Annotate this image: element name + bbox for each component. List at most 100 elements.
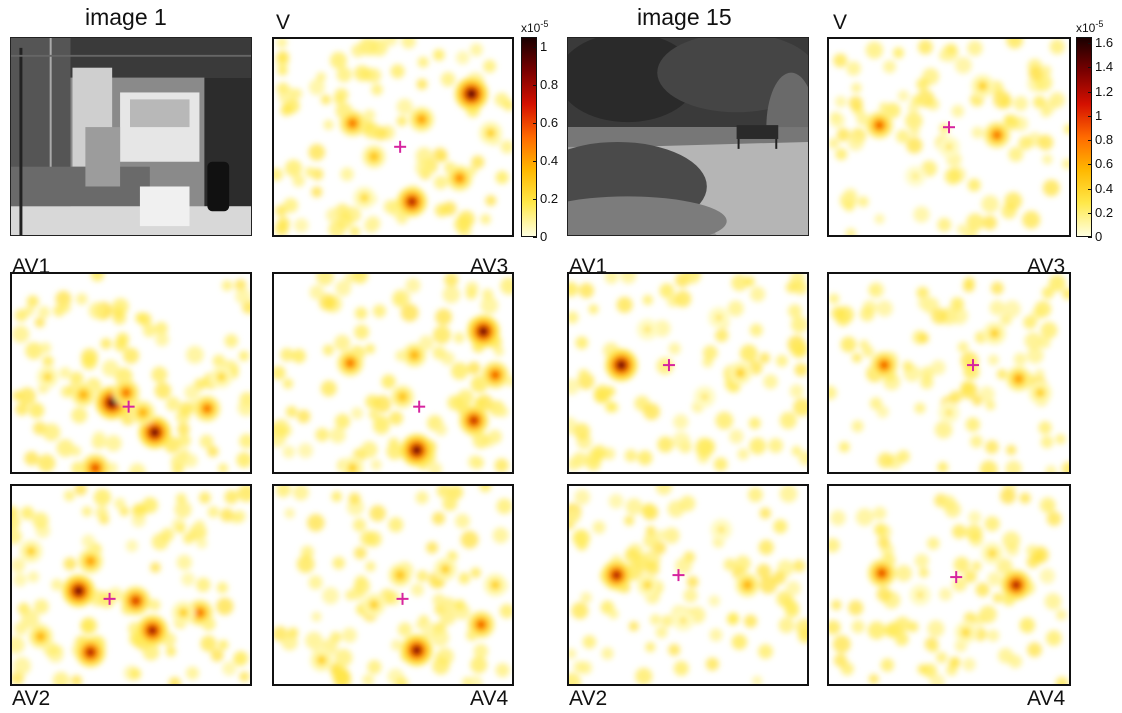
- density-blob: [447, 395, 463, 411]
- density-peak: [349, 120, 356, 126]
- density-blob: [396, 98, 413, 115]
- heatmap-svg: [12, 486, 250, 684]
- density-blob: [280, 348, 294, 362]
- density-blob: [276, 425, 288, 438]
- density-blob: [592, 520, 606, 534]
- density-blob: [500, 140, 512, 154]
- density-blob: [277, 65, 288, 76]
- density-blob: [967, 40, 983, 56]
- density-blob: [432, 346, 446, 360]
- density-blob: [224, 490, 239, 504]
- density-blob: [978, 386, 995, 403]
- density-blob: [643, 532, 659, 549]
- image15-title: image 15: [637, 4, 732, 30]
- density-blob: [436, 486, 451, 498]
- density-blob: [1042, 154, 1053, 165]
- density-blob: [368, 409, 379, 420]
- density-blob: [276, 50, 290, 64]
- density-blob: [579, 661, 592, 675]
- density-blob: [950, 307, 968, 325]
- density-blob: [876, 405, 889, 418]
- density-blob: [112, 298, 129, 315]
- density-blob: [27, 571, 40, 583]
- density-blob: [965, 417, 980, 432]
- density-blob: [569, 281, 579, 297]
- density-peak: [319, 657, 324, 663]
- density-blob: [467, 361, 481, 375]
- density-blob: [763, 374, 778, 389]
- density-blob: [731, 634, 748, 650]
- density-blob: [789, 384, 804, 399]
- colorbar-tick-label: 0: [1095, 229, 1103, 244]
- density-blob: [415, 619, 426, 630]
- density-blob: [748, 417, 761, 430]
- density-blob: [456, 50, 470, 65]
- density-blob: [177, 433, 191, 447]
- density-peak: [745, 582, 750, 588]
- density-blob: [569, 378, 580, 395]
- density-blob: [616, 296, 633, 313]
- density-peak: [197, 610, 203, 616]
- colorbar-tick-label: 1.4: [1095, 59, 1114, 75]
- density-blob: [911, 95, 923, 107]
- density-blob: [883, 60, 897, 74]
- density-blob: [442, 597, 456, 612]
- density-blob: [315, 427, 330, 442]
- density-peak: [994, 132, 1000, 138]
- density-blob: [129, 463, 146, 472]
- density-blob: [329, 662, 340, 674]
- density-blob: [749, 323, 763, 337]
- density-blob: [367, 660, 382, 675]
- density-blob: [81, 506, 93, 517]
- density-blob: [964, 570, 977, 583]
- density-blob: [930, 360, 946, 376]
- density-peak: [645, 582, 650, 588]
- density-blob: [642, 294, 653, 306]
- density-blob: [874, 213, 885, 225]
- density-blob: [500, 277, 512, 295]
- density-blob: [216, 597, 234, 616]
- density-blob: [354, 307, 368, 320]
- density-blob: [949, 656, 961, 668]
- density-blob: [483, 59, 497, 73]
- density-blob: [608, 493, 624, 509]
- density-blob: [950, 297, 964, 311]
- density-blob: [239, 433, 250, 449]
- density-blob: [895, 565, 913, 582]
- density-blob: [913, 206, 930, 223]
- density-blob: [426, 541, 439, 554]
- density-blob: [388, 437, 400, 449]
- density-blob: [285, 406, 298, 418]
- density-blob: [1019, 617, 1036, 634]
- image15-colorbar: [1076, 37, 1092, 237]
- density-peak: [488, 130, 493, 136]
- density-blob: [354, 65, 370, 82]
- density-blob: [1013, 352, 1027, 366]
- density-peak: [28, 549, 34, 554]
- density-blob: [275, 486, 291, 498]
- density-blob: [916, 286, 929, 300]
- density-peak: [92, 465, 99, 471]
- density-blob: [663, 527, 680, 544]
- density-peak: [204, 406, 210, 412]
- density-blob: [953, 556, 970, 573]
- density-blob: [979, 605, 997, 624]
- density-blob: [405, 277, 421, 293]
- density-blob: [848, 96, 863, 111]
- density-blob: [735, 555, 751, 572]
- density-peak: [412, 352, 417, 358]
- density-blob: [847, 134, 864, 151]
- density-blob: [39, 342, 52, 354]
- density-blob: [1040, 65, 1052, 76]
- image15-v-label: V: [833, 11, 848, 34]
- colorbar-tick-label: 0.4: [1095, 180, 1114, 196]
- density-blob: [876, 586, 892, 602]
- density-blob: [239, 671, 250, 682]
- density-blob: [794, 363, 807, 377]
- density-blob: [686, 576, 699, 588]
- density-blob: [1002, 531, 1021, 550]
- density-blob: [366, 68, 382, 83]
- density-blob: [362, 674, 375, 684]
- density-peak: [443, 566, 448, 572]
- density-blob: [392, 289, 411, 308]
